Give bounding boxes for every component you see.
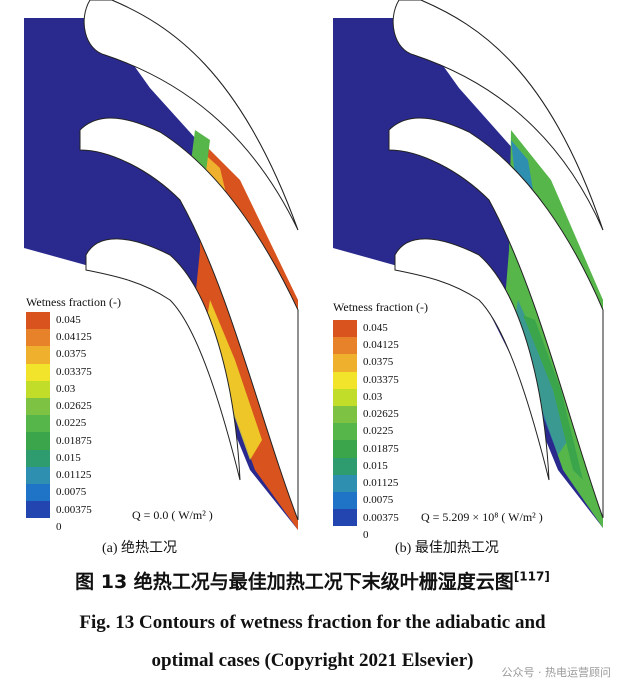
- legend-swatch: [26, 312, 50, 330]
- legend-swatch: [26, 415, 50, 433]
- heat-flux-label: Q = 5.209 × 10⁸ ( W/m² ): [421, 510, 543, 524]
- panel-adiabatic: Wetness fraction (-) 0.045 0.04125 0.037…: [0, 0, 312, 556]
- heat-flux-label: Q = 0.0 ( W/m² ): [132, 508, 213, 522]
- legend-swatch: [26, 380, 50, 398]
- legend-swatch: [333, 354, 357, 372]
- legend-swatch: [333, 440, 357, 458]
- legend-label: 0: [56, 521, 62, 533]
- legend-label: 0.04125: [363, 339, 399, 351]
- legend-swatch: [333, 371, 357, 389]
- legend-label: 0.00375: [56, 504, 92, 516]
- blade-middle: [79, 117, 299, 521]
- blade-lower: [394, 238, 550, 481]
- contour-plot-optimal: [333, 0, 625, 528]
- figure-caption-zh: 图 13 绝热工况与最佳加热工况下末级叶栅湿度云图[117]: [0, 567, 625, 594]
- wetness-band-lower: [205, 300, 262, 460]
- legend-swatch: [26, 363, 50, 381]
- blade-middle: [388, 117, 604, 519]
- wetness-band-lower: [513, 300, 568, 455]
- legend-label: 0.04125: [56, 331, 92, 343]
- legend-swatch: [333, 337, 357, 355]
- legend-label: 0.0225: [56, 417, 87, 429]
- legend-swatch: [26, 483, 50, 502]
- figure-caption-en-line2: optimal cases (Copyright 2021 Elsevier): [151, 650, 474, 671]
- legend-label: 0.01875: [56, 435, 92, 447]
- legend-swatch: [26, 329, 50, 347]
- legend-label: 0.03: [56, 383, 76, 395]
- legend-colorbar: [333, 320, 357, 527]
- legend-swatch: [333, 457, 357, 475]
- wetness-band-core: [523, 315, 583, 480]
- legend-label: 0.0075: [363, 494, 394, 506]
- legend-label: 0.03375: [363, 374, 399, 386]
- legend-label: 0.0225: [363, 425, 394, 437]
- legend-label: 0.0375: [363, 356, 394, 368]
- legend-label: 0.03: [363, 391, 383, 403]
- legend-title: Wetness fraction (-): [333, 300, 428, 314]
- legend-label: 0.01875: [363, 443, 399, 455]
- sub-caption-a: (a) 绝热工况: [102, 541, 178, 556]
- legend-label: 0: [363, 529, 369, 541]
- legend-swatch: [26, 466, 50, 484]
- legend-title: Wetness fraction (-): [26, 295, 121, 309]
- legend-label: 0.0075: [56, 486, 87, 498]
- caption-zh-text: 图 13 绝热工况与最佳加热工况下末级叶栅湿度云图: [75, 571, 514, 593]
- legend-swatch: [26, 432, 50, 450]
- legend-label: 0.015: [363, 460, 388, 472]
- legend-swatch: [333, 423, 357, 441]
- legend-colorbar: [26, 312, 50, 519]
- legend-swatch: [26, 397, 50, 416]
- legend-swatch: [333, 388, 357, 406]
- legend-label: 0.00375: [363, 512, 399, 524]
- legend-label: 0.015: [56, 452, 81, 464]
- sub-caption-b: (b) 最佳加热工况: [395, 541, 499, 556]
- legend-label: 0.03375: [56, 366, 92, 378]
- legend-label: 0.045: [56, 314, 81, 326]
- legend-swatch: [333, 405, 357, 424]
- legend-label: 0.02625: [56, 400, 92, 412]
- legend-swatch: [26, 501, 50, 519]
- legend-swatch: [333, 491, 357, 510]
- legend-label: 0.02625: [363, 408, 399, 420]
- legend-swatch: [333, 509, 357, 527]
- panel-optimal: Wetness fraction (-) 0.045 0.04125 0.037…: [313, 0, 625, 556]
- watermark-text: 公众号 · 热电运营顾问: [501, 666, 612, 679]
- legend-swatch: [26, 346, 50, 364]
- legend-swatch: [26, 449, 50, 467]
- contour-plot-adiabatic: [24, 0, 312, 530]
- caption-zh-reference: [117]: [513, 569, 550, 584]
- legend-label: 0.01125: [56, 469, 92, 481]
- legend-label: 0.01125: [363, 477, 399, 489]
- blade-lower: [85, 238, 241, 481]
- legend-label: 0.045: [363, 322, 388, 334]
- legend-swatch: [333, 474, 357, 492]
- legend-label: 0.0375: [56, 348, 87, 360]
- figure-caption-en-line1: Fig. 13 Contours of wetness fraction for…: [79, 612, 546, 633]
- legend-swatch: [333, 320, 357, 338]
